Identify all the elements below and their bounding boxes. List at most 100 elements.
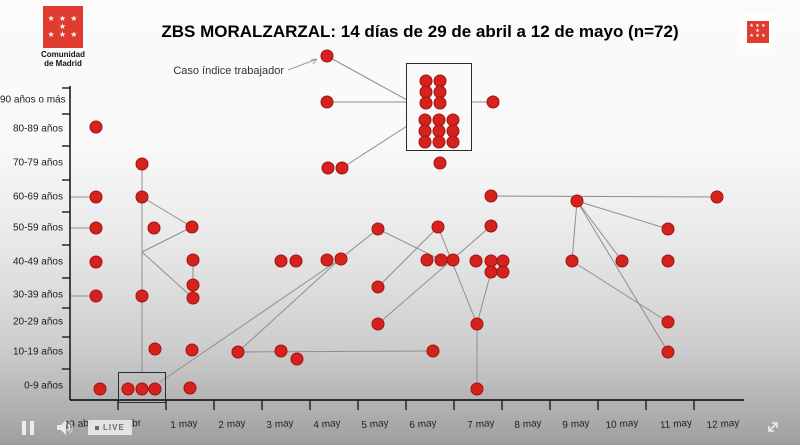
pause-icon (22, 421, 26, 435)
transmission-line (377, 225, 492, 325)
case-dot (93, 382, 107, 396)
x-axis-label: 5 may (360, 417, 390, 432)
case-dot (431, 220, 445, 234)
y-axis-label: 0-9 años (24, 380, 63, 392)
transmission-line (576, 200, 669, 353)
x-axis-label: 4 may (312, 417, 342, 432)
case-dot (320, 253, 334, 267)
pause-button[interactable] (22, 421, 36, 435)
case-dot (371, 317, 385, 331)
annotation-arrowhead (310, 58, 318, 61)
case-dot (446, 135, 460, 149)
annotation-arrow (287, 58, 318, 71)
chart-title: ZBS MORALZARZAL: 14 días de 29 de abril … (161, 22, 679, 41)
case-dot (565, 254, 579, 268)
case-dot (320, 49, 334, 63)
case-dot (135, 289, 149, 303)
case-dot (334, 252, 348, 266)
case-dot (289, 254, 303, 268)
case-dot (185, 343, 199, 357)
fullscreen-expand-icon (768, 422, 778, 432)
case-dot (89, 221, 103, 235)
case-dot (274, 344, 288, 358)
volume-button[interactable] (56, 419, 76, 441)
case-dot (484, 189, 498, 203)
case-dot (710, 190, 724, 204)
x-axis-label: 2 may (217, 417, 247, 432)
case-dot (371, 280, 385, 294)
case-dot (661, 315, 675, 329)
case-dot (231, 345, 245, 359)
case-dot (432, 135, 446, 149)
madrid-flag-badge: ★ ★ ★ ★ ★ ★ ★ (740, 14, 775, 49)
transmission-line (571, 200, 578, 262)
annotation-label: Caso índice trabajador (173, 65, 284, 77)
case-dot (661, 254, 675, 268)
case-dot (321, 161, 335, 175)
transmission-line (326, 55, 408, 101)
transmission-line (571, 260, 669, 323)
case-dot (470, 382, 484, 396)
case-dot (89, 120, 103, 134)
madrid-flag-icon: ★ ★ ★ ★ ★ ★ ★ (43, 6, 83, 48)
case-dot (186, 278, 200, 292)
transmission-line (576, 200, 669, 230)
case-dot (469, 254, 483, 268)
y-axis-label: 80-89 años (12, 123, 63, 135)
case-dot (186, 253, 200, 267)
x-axis-label: 8 may (513, 417, 543, 432)
y-axis-label: 20-29 años (12, 316, 63, 328)
transmission-line (141, 196, 193, 228)
case-dot (661, 222, 675, 236)
case-dot (496, 265, 510, 279)
transmission-line (237, 258, 341, 353)
case-dot (185, 220, 199, 234)
x-axis-label: 7 may (466, 417, 496, 432)
case-dot (320, 95, 334, 109)
annotation-arrowhead (312, 58, 318, 65)
case-dot (121, 382, 135, 396)
case-dot (433, 156, 447, 170)
fullscreen-button[interactable] (762, 418, 784, 443)
comunidad-madrid-logo: ★ ★ ★ ★ ★ ★ ★ Comunidad de Madrid (35, 6, 91, 68)
y-axis-label: 30-39 años (12, 289, 63, 301)
case-dot (661, 345, 675, 359)
logo-text: Comunidad de Madrid (35, 50, 91, 68)
case-dot (470, 317, 484, 331)
flag-stars: ★ ★ ★ ★ (47, 14, 79, 31)
transmission-line (490, 195, 718, 198)
case-dot (570, 194, 584, 208)
transmission-line (377, 226, 439, 288)
transmission-line (141, 226, 193, 253)
case-dot (186, 291, 200, 305)
case-dot (486, 95, 500, 109)
x-axis-label: 1 may (169, 417, 199, 432)
case-dot (135, 190, 149, 204)
x-axis-label: 6 may (408, 417, 438, 432)
case-dot (147, 221, 161, 235)
transmission-line (476, 271, 492, 325)
y-axis-label: 90 años o más (0, 94, 66, 106)
flag-stars: ★ ★ ★ ★ (749, 23, 766, 34)
y-axis-label: 50-59 años (12, 222, 63, 234)
transmission-line (159, 258, 341, 383)
case-dot (426, 344, 440, 358)
case-dot (89, 190, 103, 204)
case-dot (335, 161, 349, 175)
live-dot-icon (95, 425, 99, 430)
y-axis-label: 10-19 años (12, 346, 63, 358)
case-dot (615, 254, 629, 268)
case-dot (148, 342, 162, 356)
transmission-line (576, 200, 623, 262)
transmission-line (237, 350, 434, 353)
transmission-line (341, 125, 408, 169)
case-dot (89, 255, 103, 269)
case-dot (89, 289, 103, 303)
case-dot (135, 157, 149, 171)
logo-text-line1: Comunidad (41, 50, 85, 59)
case-dot (135, 382, 149, 396)
speaker-icon (57, 420, 73, 435)
flag-stars: ★ ★ ★ (749, 33, 766, 39)
